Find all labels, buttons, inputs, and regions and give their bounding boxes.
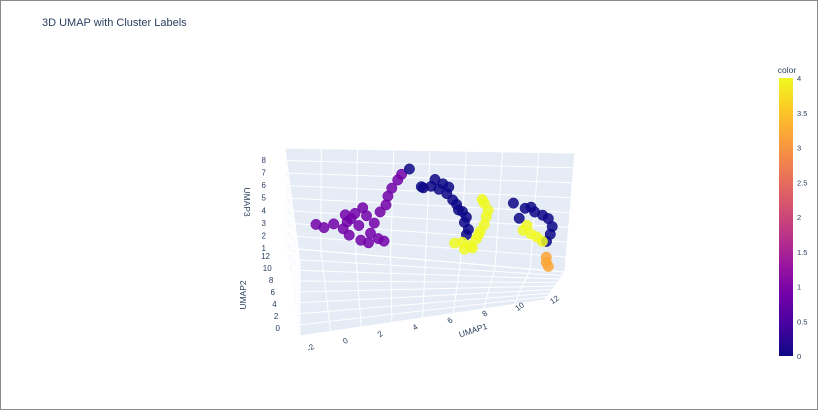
colorbar-title: color (778, 65, 797, 75)
z-tick-label: 6 (262, 181, 267, 190)
scatter-point-cluster-0[interactable] (525, 201, 537, 213)
scatter-point-cluster-0[interactable] (429, 174, 441, 185)
scatter-point-cluster-1[interactable] (353, 220, 365, 231)
colorbar-tick-label: 2 (797, 213, 801, 222)
scene-tick-labels: 12345678UMAP3024681012UMAP2-2024681012UM… (238, 156, 561, 354)
x-tick-label: 4 (411, 322, 420, 332)
scatter-point-cluster-0[interactable] (417, 182, 429, 194)
z-tick-label: 8 (262, 156, 267, 165)
z-axis-title: UMAP3 (242, 187, 252, 217)
x-tick-label: 8 (480, 308, 489, 318)
back-wall-gridline (425, 150, 431, 261)
scatter-point-cluster-4[interactable] (536, 235, 548, 247)
back-wall-gridline (494, 151, 503, 267)
y-tick-label: 6 (271, 288, 276, 297)
y-tick-label: 2 (274, 312, 279, 321)
colorbar-tick-label: 3 (797, 144, 801, 153)
colorbar-tick-label: 3.5 (797, 109, 807, 118)
x-tick-label: 12 (548, 293, 561, 306)
z-tick-label: 3 (262, 219, 267, 228)
colorbar: color 0 0.5 1 1.5 2 2.5 3 3.5 4 (778, 65, 808, 361)
back-wall-gridline (285, 235, 567, 258)
z-tick-label: 2 (262, 231, 267, 240)
back-wall-gridline (285, 210, 569, 228)
floor-gridline (544, 271, 566, 301)
y-tick-label: 10 (263, 264, 272, 273)
back-wall-gridline (564, 152, 576, 273)
floor-gridline (483, 265, 496, 310)
scatter-point-cluster-1[interactable] (343, 229, 355, 241)
colorbar-tick-label: 2.5 (797, 178, 807, 187)
chart-title: 3D UMAP with Cluster Labels (42, 17, 187, 29)
colorbar-tick-label: 0.5 (797, 317, 807, 326)
scatter-point-cluster-4[interactable] (521, 219, 533, 231)
scatter-point-cluster-0[interactable] (403, 163, 415, 175)
left-wall-gridline (285, 222, 301, 318)
scatter-point-cluster-0[interactable] (507, 197, 519, 209)
colorbar-tick-label: 4 (797, 74, 801, 83)
scatter-point-cluster-0[interactable] (513, 212, 525, 224)
scene-background (284, 147, 576, 337)
left-wall-gridline (285, 235, 301, 327)
scatter-point-cluster-1[interactable] (357, 202, 369, 214)
x-tick-label: 0 (341, 336, 350, 346)
floor-gridline (292, 285, 556, 293)
z-tick-label: 4 (262, 206, 267, 215)
scatter-points[interactable] (310, 163, 558, 272)
x-tick-label: 6 (446, 315, 455, 325)
floor-gridline (296, 292, 551, 315)
scatter-point-cluster-0[interactable] (453, 204, 464, 216)
y-tick-label: 12 (261, 252, 270, 261)
y-tick-label: 4 (272, 300, 277, 309)
scatter-point-cluster-1[interactable] (341, 216, 353, 228)
floor-gridline (452, 262, 461, 314)
scatter-point-cluster-4[interactable] (472, 229, 484, 241)
x-axis-title: UMAP1 (458, 321, 489, 340)
y-axis-title: UMAP2 (238, 280, 248, 310)
left-wall-gridline (285, 247, 301, 337)
left-wall-gridline (285, 210, 301, 309)
floor-gridline (294, 289, 553, 304)
z-tick-label: 1 (262, 244, 267, 253)
scatter-point-cluster-4[interactable] (476, 194, 488, 205)
back-wall-gridline (285, 247, 566, 273)
scatter-point-cluster-1[interactable] (328, 218, 340, 230)
scatter-point-cluster-1[interactable] (386, 182, 398, 194)
scatter-point-cluster-1[interactable] (378, 235, 390, 247)
z-tick-label: 5 (262, 194, 267, 203)
scatter-point-cluster-3[interactable] (542, 260, 554, 272)
scatter-point-cluster-1[interactable] (374, 206, 386, 218)
scatter-point-cluster-1[interactable] (368, 217, 380, 229)
colorbar-gradient (779, 78, 793, 356)
scatter-point-cluster-1[interactable] (318, 222, 330, 234)
x-tick-label: 2 (376, 329, 385, 339)
colorbar-tick-label: 0 (797, 352, 801, 361)
x-tick-label: -2 (305, 342, 316, 354)
y-tick-label: 8 (269, 276, 274, 285)
z-tick-label: 7 (262, 169, 267, 178)
scatter-point-cluster-4[interactable] (458, 243, 470, 255)
scatter-point-cluster-1[interactable] (363, 237, 374, 249)
floor-gridline (513, 268, 531, 305)
y-tick-label: 0 (276, 324, 281, 333)
colorbar-tick-label: 1.5 (797, 248, 807, 257)
scatter-point-cluster-1[interactable] (396, 168, 408, 180)
floor-gridline (298, 296, 548, 326)
scatter-point-cluster-0[interactable] (443, 181, 455, 193)
colorbar-tick-label: 1 (797, 283, 801, 292)
floor-gridline (299, 299, 546, 337)
